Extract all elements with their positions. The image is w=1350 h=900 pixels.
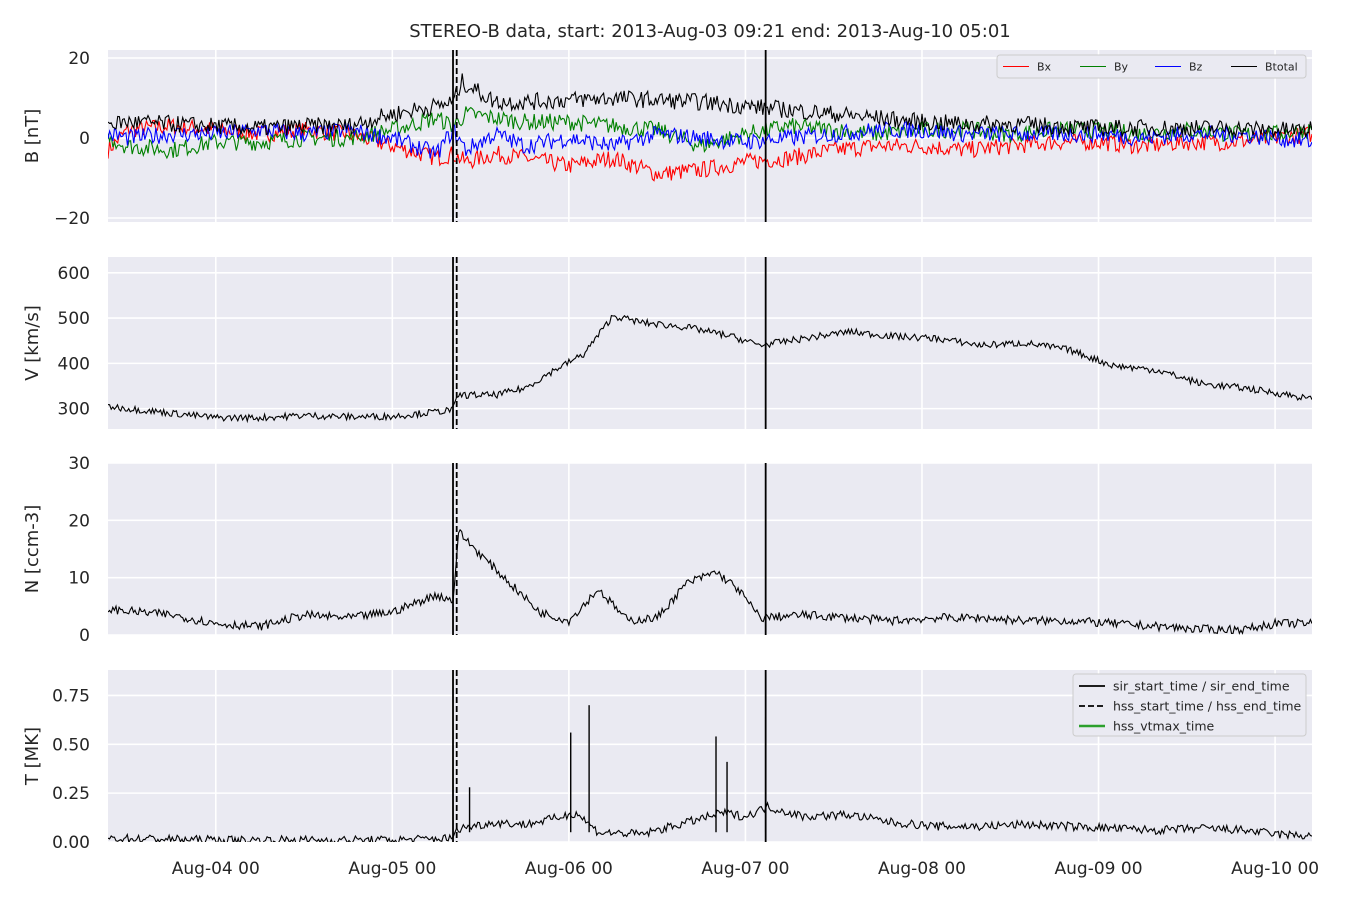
x-tick-label: Aug-04 00: [172, 859, 260, 879]
y-tick-label: 0.50: [52, 735, 90, 755]
plot-area: [108, 314, 1312, 424]
y-tick-label: 30: [68, 454, 90, 474]
plot-area: [108, 528, 1312, 635]
x-tick-label: Aug-10 00: [1231, 859, 1319, 879]
y-tick-label: 0: [79, 129, 90, 149]
x-tick-label: Aug-08 00: [878, 859, 966, 879]
y-axis-label: T [MK]: [22, 727, 43, 786]
legend-box: [1072, 673, 1307, 737]
y-tick-label: 600: [58, 264, 90, 284]
figure-title: STEREO-B data, start: 2013-Aug-03 09:21 …: [409, 21, 1010, 42]
plot-area: [108, 73, 1312, 182]
x-tick-label: Aug-09 00: [1055, 859, 1143, 879]
y-tick-label: 0.75: [52, 686, 90, 706]
y-tick-label: 300: [58, 400, 90, 420]
series-line-t: [108, 801, 1312, 842]
y-tick-label: 20: [68, 511, 90, 531]
panel-N: 0 10 20 30 N [ccm-3]: [22, 454, 1312, 646]
y-tick-label: 0: [79, 626, 90, 646]
legend-label: By: [1114, 61, 1129, 74]
y-axis-label: N [ccm-3]: [22, 505, 43, 594]
series-line-bz: [108, 121, 1312, 159]
y-tick-label: 20: [68, 49, 90, 69]
plot-background: [108, 257, 1312, 429]
x-axis-tick-labels: Aug-04 00 Aug-05 00 Aug-06 00 Aug-07 00 Aug-…: [172, 859, 1319, 879]
y-tick-label: 400: [58, 354, 90, 374]
y-tick-label: 0.00: [52, 833, 90, 853]
legend-events: sir_start_time / sir_end_time hss_start_t…: [1072, 673, 1307, 737]
y-tick-label: 500: [58, 309, 90, 329]
x-tick-label: Aug-07 00: [701, 859, 789, 879]
legend-label: Btotal: [1265, 61, 1298, 74]
y-axis-label: B [nT]: [22, 109, 43, 164]
panel-B: −20 0 20 B [nT] Bx By Bz Btotal: [22, 49, 1312, 229]
series-line-v: [108, 314, 1312, 424]
legend-label: hss_start_time / hss_end_time: [1113, 699, 1302, 714]
series-line-bx: [108, 117, 1312, 182]
series-line-n: [108, 528, 1312, 635]
y-axis-label: V [km/s]: [22, 305, 43, 380]
y-tick-label: 10: [68, 569, 90, 589]
legend-box: [996, 54, 1307, 79]
panel-T: 0.00 0.25 0.50 0.75 T [MK] sir_start_time / s…: [22, 670, 1312, 853]
plot-background: [108, 463, 1312, 635]
series-line-btotal: [108, 73, 1312, 139]
legend-label: Bz: [1189, 61, 1203, 74]
x-tick-label: Aug-06 00: [525, 859, 613, 879]
legend-label: sir_start_time / sir_end_time: [1113, 679, 1290, 694]
legend-label: Bx: [1037, 61, 1052, 74]
x-tick-label: Aug-05 00: [348, 859, 436, 879]
y-tick-label: 0.25: [52, 784, 90, 804]
y-tick-label: −20: [54, 209, 90, 229]
panel-V: 300 400 500 600 V [km/s]: [22, 257, 1312, 429]
legend-label: hss_vtmax_time: [1113, 719, 1215, 734]
legend-b: Bx By Bz Btotal: [996, 54, 1307, 79]
